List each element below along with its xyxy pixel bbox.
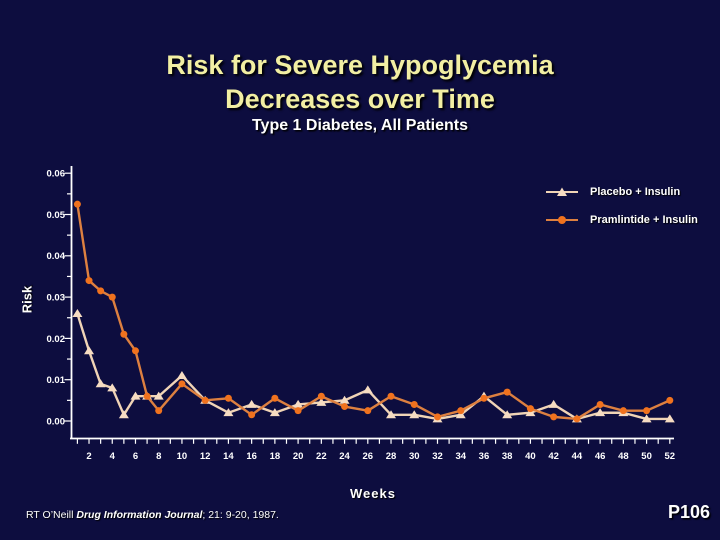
slide-subtitle: Type 1 Diabetes, All Patients <box>251 117 469 134</box>
citation-journal: Drug Information Journal <box>76 509 203 521</box>
svg-text:48: 48 <box>618 451 629 462</box>
x-axis-title: Weeks <box>350 486 396 501</box>
svg-text:0.05: 0.05 <box>47 210 66 221</box>
svg-text:12: 12 <box>200 451 211 462</box>
svg-text:22: 22 <box>316 451 327 462</box>
svg-text:18: 18 <box>270 451 281 462</box>
svg-text:16: 16 <box>246 451 257 462</box>
svg-text:0.02: 0.02 <box>47 334 66 345</box>
placebo-triangle-marker-icon <box>546 187 578 196</box>
citation-author: RT O’Neill <box>26 509 77 521</box>
svg-text:2: 2 <box>86 451 91 462</box>
chart-legend: Placebo + Insulin Pramlintide + Insulin <box>545 181 698 237</box>
svg-text:0.06: 0.06 <box>47 169 66 180</box>
citation-issue: ; 21: 9-20, 1987. <box>202 509 279 521</box>
svg-text:40: 40 <box>525 451 536 462</box>
svg-text:52: 52 <box>665 451 676 462</box>
svg-text:34: 34 <box>455 451 466 462</box>
legend-label-placebo: Placebo + Insulin <box>590 185 681 198</box>
svg-text:20: 20 <box>293 451 304 462</box>
svg-text:14: 14 <box>223 451 234 462</box>
legend-label-pramlintide: Pramlintide + Insulin <box>590 213 698 226</box>
svg-text:42: 42 <box>548 451 559 462</box>
svg-text:38: 38 <box>502 451 513 462</box>
svg-text:26: 26 <box>363 451 374 462</box>
title-line-2: Decreases over Time <box>225 84 495 114</box>
svg-text:46: 46 <box>595 451 606 462</box>
citation: RT O’Neill Drug Information Journal; 21:… <box>26 509 279 521</box>
y-axis-title: Risk <box>19 285 35 314</box>
title-line-1: Risk for Severe Hypoglycemia <box>166 50 554 80</box>
legend-item-placebo: Placebo + Insulin <box>545 181 698 202</box>
svg-text:28: 28 <box>386 451 397 462</box>
pramlintide-circle-marker-icon <box>546 215 578 224</box>
legend-item-pramlintide: Pramlintide + Insulin <box>545 209 698 230</box>
svg-text:6: 6 <box>133 451 138 462</box>
svg-text:32: 32 <box>432 451 443 462</box>
svg-text:8: 8 <box>156 451 161 462</box>
svg-text:30: 30 <box>409 451 420 462</box>
svg-text:0.04: 0.04 <box>47 251 66 262</box>
svg-text:0.01: 0.01 <box>47 375 66 386</box>
svg-text:10: 10 <box>177 451 188 462</box>
page-number: P106 <box>667 502 710 522</box>
svg-text:36: 36 <box>479 451 490 462</box>
svg-text:24: 24 <box>339 451 350 462</box>
slide-title: Risk for Severe Hypoglycemia Decreases o… <box>0 48 720 116</box>
svg-text:50: 50 <box>641 451 652 462</box>
svg-text:4: 4 <box>110 451 116 462</box>
svg-text:0.03: 0.03 <box>47 293 66 304</box>
svg-text:0.00: 0.00 <box>47 416 66 427</box>
svg-text:44: 44 <box>572 451 583 462</box>
